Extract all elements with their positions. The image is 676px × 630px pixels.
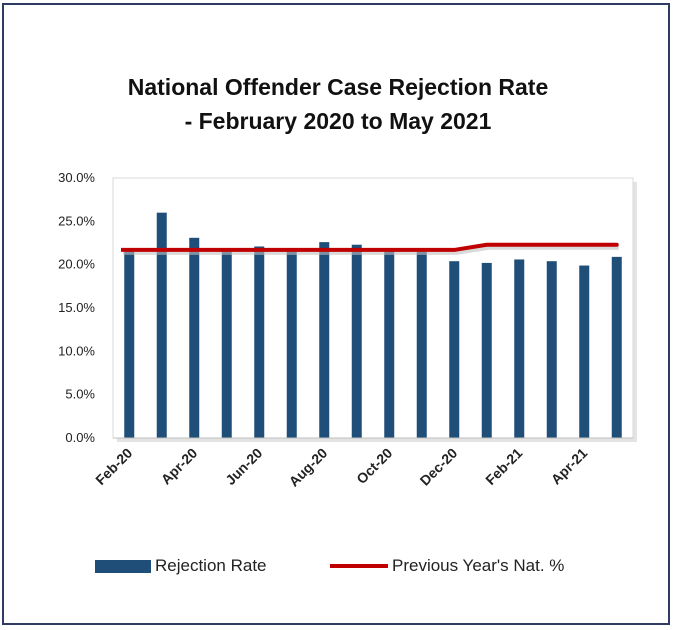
x-tick-label: Feb-21 <box>482 445 525 488</box>
x-tick-label: Feb-20 <box>92 445 135 488</box>
chart-title: National Offender Case Rejection Rate - … <box>40 70 636 138</box>
bar <box>319 242 330 438</box>
bar <box>611 256 622 438</box>
x-tick-label: Aug-20 <box>286 445 331 490</box>
bar <box>254 246 265 438</box>
y-tick-label: 0.0% <box>65 430 95 445</box>
y-tick-label: 5.0% <box>65 387 95 402</box>
bar <box>189 237 200 438</box>
bar <box>384 250 395 438</box>
bar <box>124 250 135 438</box>
bar <box>449 261 460 438</box>
legend-label-previous-year: Previous Year's Nat. % <box>392 556 565 575</box>
bar <box>481 262 492 438</box>
x-tick-label: Apr-20 <box>158 445 201 488</box>
previous-year-line <box>121 242 619 252</box>
chart-title-line2: - February 2020 to May 2021 <box>184 108 492 134</box>
y-tick-label: 15.0% <box>58 300 95 315</box>
bar <box>351 244 362 438</box>
bar <box>546 261 557 438</box>
x-tick-label: Dec-20 <box>417 445 461 489</box>
bar <box>579 265 590 438</box>
legend-item-previous-year: Previous Year's Nat. % <box>330 556 564 576</box>
y-tick-label: 30.0% <box>58 170 95 185</box>
legend-swatch-line <box>330 564 388 568</box>
x-tick-label: Oct-20 <box>353 445 395 487</box>
x-tick-label: Apr-21 <box>548 445 591 488</box>
bar <box>416 251 427 438</box>
y-tick-label: 10.0% <box>58 343 95 358</box>
legend-label-rejection-rate: Rejection Rate <box>155 556 267 575</box>
legend-item-rejection-rate: Rejection Rate <box>95 556 267 576</box>
y-tick-label: 20.0% <box>58 257 95 272</box>
bar <box>286 250 297 438</box>
legend-swatch-bar <box>95 559 151 573</box>
y-tick-label: 25.0% <box>58 213 95 228</box>
bar <box>221 251 232 438</box>
chart-title-line1: National Offender Case Rejection Rate <box>127 74 549 100</box>
bar <box>156 212 167 438</box>
previous-year-line-shadow <box>123 245 619 255</box>
x-tick-label: Jun-20 <box>222 445 265 488</box>
plot-area <box>112 177 634 439</box>
bar <box>514 259 525 438</box>
